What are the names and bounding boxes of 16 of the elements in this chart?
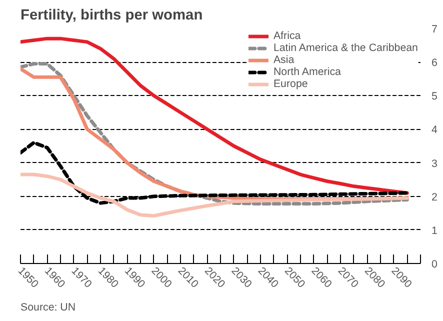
y-tick-label: 7 xyxy=(432,24,438,36)
y-tick-label: 5 xyxy=(432,90,438,103)
legend-label: Africa xyxy=(273,30,301,42)
line-series xyxy=(20,172,409,218)
y-tick-label: 0 xyxy=(432,258,438,270)
y-tick-label: 1 xyxy=(432,224,438,237)
legend-label: Latin America & the Caribbean xyxy=(273,42,418,54)
y-tick-label: 4 xyxy=(432,124,438,136)
legend-label: Asia xyxy=(273,54,294,66)
legend-label: North America xyxy=(273,66,341,78)
chart-title: Fertility, births per woman xyxy=(20,8,203,24)
y-tick-label: 6 xyxy=(432,57,438,70)
source-note: Source: UN xyxy=(20,302,76,314)
legend-label: Europe xyxy=(273,78,308,90)
y-tick-label: 3 xyxy=(432,158,438,170)
y-tick-label: 2 xyxy=(432,191,438,204)
